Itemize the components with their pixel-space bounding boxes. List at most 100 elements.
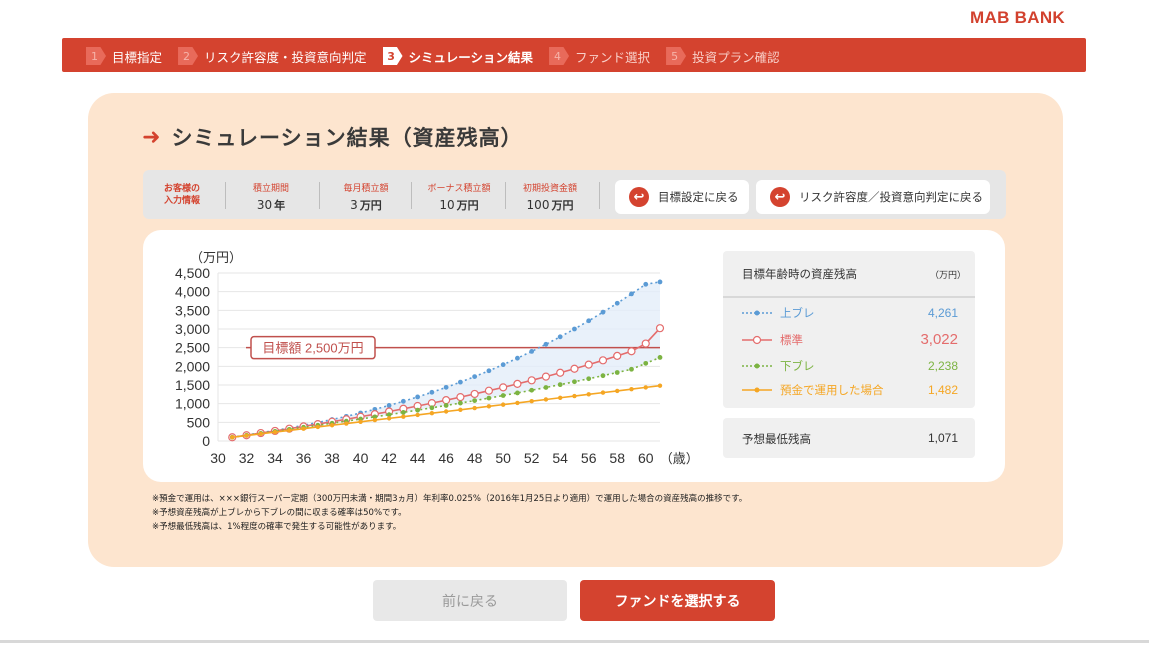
legend-marker-upper	[742, 310, 772, 316]
legend-panel	[723, 251, 975, 408]
back-to-risk-button[interactable]: ↩ リスク許容度／投資意向判定に戻る	[756, 180, 990, 214]
value: 3	[350, 198, 358, 212]
y-tick-label: 4,000	[175, 284, 210, 300]
data-point	[615, 388, 620, 394]
value: 10	[439, 198, 455, 212]
data-point	[301, 426, 306, 431]
step-label: 目標指定	[112, 49, 163, 65]
data-point	[557, 395, 563, 400]
step-label: ファンド選択	[575, 49, 651, 65]
y-axis-label: （万円）	[190, 250, 242, 265]
data-point	[515, 390, 520, 396]
legend-name: 預金で運用した場合	[780, 383, 884, 397]
legend-row-lower: 下ブレ 2,238	[742, 358, 958, 374]
info-period-label: 積立期間	[252, 184, 289, 194]
x-tick-label: 30	[210, 450, 226, 466]
band-area	[232, 281, 660, 438]
data-point	[442, 396, 451, 405]
data-point	[541, 372, 551, 381]
data-point	[643, 385, 648, 390]
min-balance-value: 1,071	[927, 431, 958, 445]
data-point	[600, 373, 606, 379]
x-axis-label: （歳）	[660, 451, 699, 466]
info-monthly-label: 毎月積立額	[343, 184, 389, 194]
legend-divider	[723, 296, 975, 298]
data-point	[629, 386, 634, 392]
data-point	[415, 412, 420, 418]
data-point	[570, 364, 579, 373]
data-point	[614, 370, 620, 375]
balance-chart: 0 500 1,000 1,500 2,000 2,500 3,000 3,500 4,000 4…	[175, 250, 699, 466]
data-point	[614, 300, 620, 306]
data-point	[515, 400, 520, 406]
step-number: 2	[178, 47, 199, 65]
data-point	[598, 356, 608, 365]
legend-row-standard: 標準 3,022	[742, 331, 958, 348]
data-point	[500, 362, 506, 368]
back-to-goal-button[interactable]: ↩ 目標設定に戻る	[615, 180, 749, 214]
data-point	[415, 394, 421, 400]
y-tick-label: 2,500	[175, 340, 210, 356]
step-label: 投資プラン確認	[692, 49, 780, 65]
return-arrow-icon: ↩	[770, 187, 790, 207]
prev-button[interactable]: 前に戻る	[373, 580, 567, 621]
step-number: 4	[549, 47, 570, 65]
data-point	[641, 339, 650, 348]
data-point	[613, 351, 622, 360]
data-point	[472, 405, 477, 411]
confidence-band	[232, 281, 660, 438]
data-point	[657, 383, 663, 388]
data-point	[315, 424, 321, 430]
data-point	[557, 382, 563, 388]
series-3	[230, 383, 663, 440]
data-point	[586, 392, 591, 397]
data-point	[415, 407, 421, 413]
data-point	[386, 416, 392, 421]
data-point	[457, 400, 463, 406]
step-progress-bar	[62, 38, 1086, 72]
step-label: リスク許容度・投資意向判定	[204, 49, 367, 65]
data-point	[572, 393, 577, 399]
data-point	[486, 404, 492, 409]
data-point	[584, 360, 593, 369]
data-point	[586, 318, 592, 324]
legend-row-deposit: 預金で運用した場合 1,482	[742, 382, 958, 398]
x-tick-label: 56	[581, 450, 597, 466]
x-tick-label: 38	[324, 450, 340, 466]
data-point	[655, 324, 665, 333]
data-point	[372, 414, 378, 420]
footnote: ※予想最低残高は、1%程度の確率で発生する可能性があります。	[152, 522, 402, 532]
data-point	[543, 397, 549, 402]
y-tick-label: 4,500	[175, 265, 210, 281]
data-point	[486, 368, 492, 374]
page-title: ➜ シミュレーション結果（資産残高）	[142, 122, 523, 152]
data-point	[386, 412, 392, 418]
legend-value: 3,022	[920, 331, 958, 348]
legend-row-upper: 上ブレ 4,261	[742, 305, 958, 321]
legend-marker-deposit	[742, 387, 772, 393]
legend-marker-standard	[742, 335, 772, 344]
data-point	[499, 383, 508, 392]
step-3: 3 シミュレーション結果	[382, 47, 534, 66]
data-point	[443, 403, 449, 408]
select-fund-button[interactable]: ファンドを選択する	[580, 580, 775, 621]
data-point	[344, 421, 349, 426]
series-group	[228, 279, 665, 442]
y-tick-label: 3,000	[175, 321, 210, 337]
value: 30	[256, 198, 273, 212]
x-axis-ticks: 30 32 34 36 38 40 42 44 46 48 50 52 54 56 58 60 （歳）	[210, 450, 699, 466]
arrow-right-icon: ➜	[142, 124, 162, 150]
data-point	[657, 279, 663, 285]
data-point	[429, 411, 435, 416]
info-initial: 初期投資金額 100 万円	[513, 181, 587, 213]
y-tick-label: 1,000	[175, 396, 210, 412]
target-label: 目標額 2,500万円	[262, 341, 363, 356]
back-to-goal-label: 目標設定に戻る	[658, 190, 739, 204]
legend-value: 2,238	[927, 359, 958, 373]
input-info-label-line2: 入力情報	[164, 196, 201, 206]
x-tick-label: 54	[552, 450, 568, 466]
data-point	[643, 281, 649, 287]
data-point	[527, 376, 536, 385]
step-label: シミュレーション結果	[408, 49, 534, 65]
data-point	[543, 385, 549, 390]
